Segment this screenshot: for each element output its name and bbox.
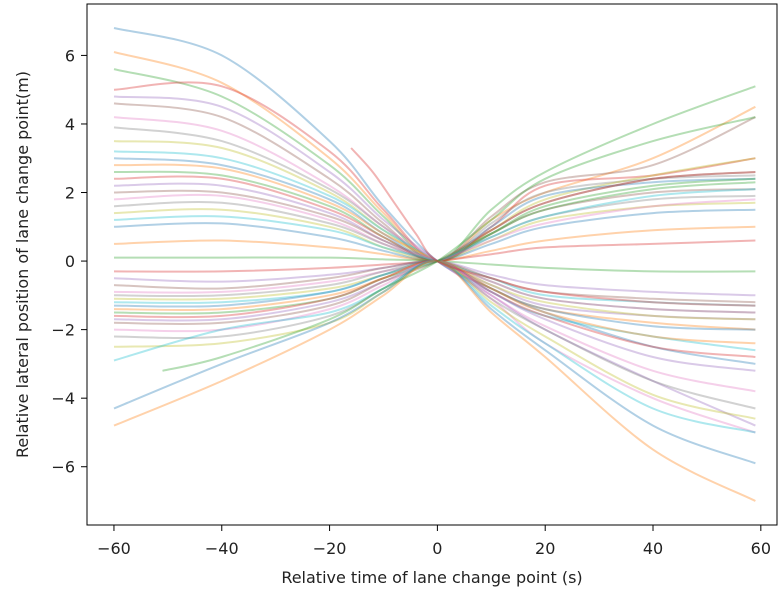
series-line-15: [113, 188, 756, 263]
series-line-13: [113, 171, 756, 263]
series-line-24: [113, 259, 756, 297]
x-tick-label: −20: [313, 539, 347, 558]
series-line-43: [350, 147, 756, 307]
series-line-37: [113, 260, 756, 410]
plot-frame: [86, 3, 778, 526]
series-line-39: [113, 259, 756, 434]
x-axis-label: Relative time of lane change point (s): [281, 568, 582, 587]
series-line-10: [113, 157, 756, 263]
series-line-38: [113, 260, 756, 420]
series-line-32: [113, 181, 756, 315]
x-tick-label: 60: [751, 539, 771, 558]
series-line-16: [113, 193, 756, 314]
series-line-20: [113, 208, 756, 263]
series-line-4: [113, 95, 756, 427]
series-line-35: [113, 171, 756, 326]
y-tick-label: −2: [51, 321, 75, 340]
series-line-34: [113, 260, 756, 372]
series-line-22: [114, 256, 756, 273]
y-tick-label: −4: [51, 389, 75, 408]
series-line-17: [113, 194, 756, 263]
series-line-14: [113, 182, 756, 321]
y-tick-label: 2: [65, 184, 75, 203]
series-line-36: [113, 260, 756, 393]
y-ticks: −6 −4 −2 0 2 4 6: [51, 46, 87, 477]
y-tick-label: 6: [65, 46, 75, 65]
series-line-26: [113, 198, 756, 294]
x-tick-label: 20: [535, 539, 555, 558]
series-line-0: [113, 27, 756, 365]
series-line-8: [113, 140, 756, 263]
series-line-40: [113, 260, 756, 465]
y-tick-label: −6: [51, 458, 75, 477]
series-line-25: [113, 259, 756, 304]
series-line-29: [113, 188, 756, 304]
x-tick-label: 40: [643, 539, 663, 558]
y-axis-label: Relative lateral position of lane change…: [13, 71, 32, 458]
series-line-27: [113, 259, 756, 314]
x-tick-label: −60: [97, 539, 131, 558]
series-lines: [113, 27, 756, 502]
series-line-42: [162, 116, 756, 372]
x-ticks: −60 −40 −20 0 20 40 60: [97, 525, 771, 558]
series-line-6: [113, 116, 756, 434]
series-line-28: [113, 260, 756, 321]
series-line-7: [113, 126, 756, 263]
series-line-23: [113, 239, 756, 273]
series-line-21: [113, 225, 756, 263]
series-line-41: [113, 260, 756, 502]
series-line-19: [113, 215, 756, 307]
series-line-12: [113, 170, 756, 263]
series-line-2: [113, 68, 756, 263]
series-line-3: [113, 81, 756, 263]
series-line-33: [113, 259, 756, 358]
series-line-18: [113, 201, 756, 263]
series-line-9: [113, 150, 756, 352]
series-line-30: [113, 259, 756, 331]
series-line-1: [113, 51, 756, 263]
series-line-11: [113, 163, 756, 331]
plot-area: [87, 4, 777, 525]
y-tick-label: 0: [65, 252, 75, 271]
x-tick-label: 0: [432, 539, 442, 558]
series-line-5: [113, 102, 756, 263]
y-tick-label: 4: [65, 115, 75, 134]
x-tick-label: −40: [205, 539, 239, 558]
series-line-31: [113, 260, 756, 345]
